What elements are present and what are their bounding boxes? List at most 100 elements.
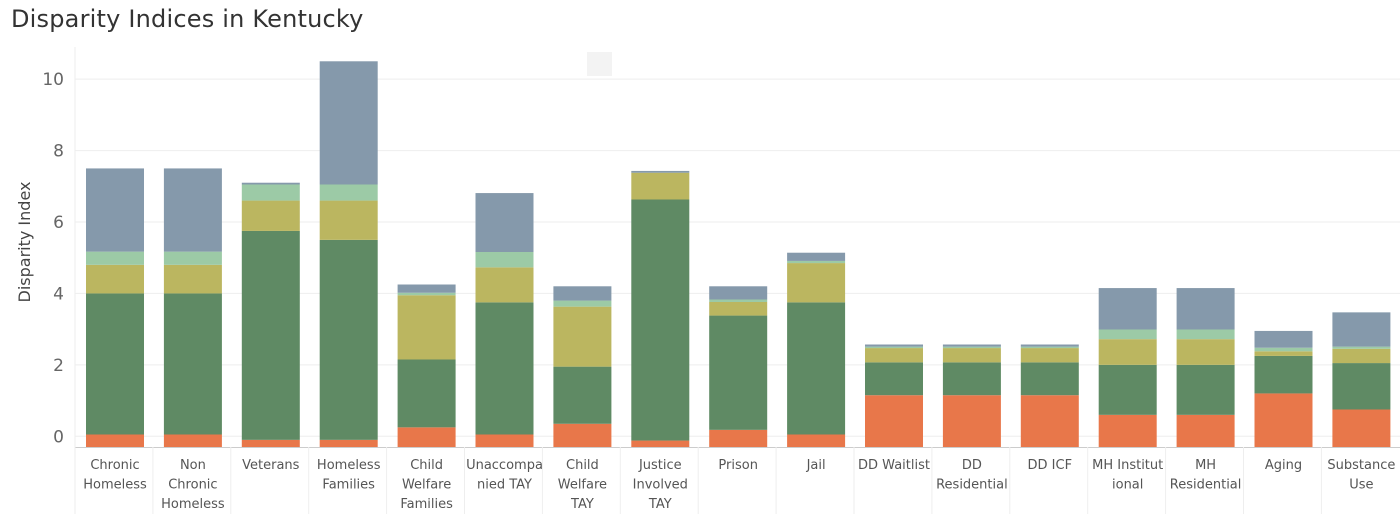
bar-segment[interactable] [1176, 414, 1235, 447]
bar-segment[interactable] [553, 286, 612, 301]
x-category-label: Non [180, 458, 206, 473]
bar-segment[interactable] [1254, 351, 1313, 356]
bar-segment[interactable] [1176, 329, 1235, 340]
bar-segment[interactable] [1176, 288, 1235, 330]
bar-segment[interactable] [865, 344, 923, 347]
bar-segment[interactable] [86, 293, 144, 435]
bar-segment[interactable] [1098, 288, 1157, 330]
bar-segment[interactable] [241, 182, 300, 185]
bar-segment[interactable] [319, 439, 378, 447]
bar-segment[interactable] [475, 252, 534, 268]
bar-segment[interactable] [1098, 414, 1157, 447]
bar-segment[interactable] [241, 184, 300, 201]
bar-segment[interactable] [1332, 363, 1391, 410]
bar-segment[interactable] [475, 434, 534, 448]
bar-segment[interactable] [319, 200, 378, 240]
bar-segment[interactable] [631, 172, 690, 200]
bar-segment[interactable] [1020, 395, 1079, 447]
bars [86, 61, 1391, 448]
bar-segment[interactable] [1020, 348, 1079, 363]
bar-segment[interactable] [1254, 355, 1313, 394]
bar-segment[interactable] [631, 440, 690, 447]
bar-segment[interactable] [631, 199, 690, 441]
y-tick-label: 10 [42, 70, 64, 90]
bar-segment[interactable] [709, 315, 768, 430]
bar-segment[interactable] [865, 346, 923, 349]
bar-segment[interactable] [397, 292, 456, 296]
bar-segment[interactable] [942, 395, 1001, 447]
bar-segment[interactable] [709, 302, 768, 316]
bar-segment[interactable] [1020, 362, 1079, 396]
x-category-label: DD Waitlist [858, 458, 930, 473]
bar-segment[interactable] [163, 264, 222, 294]
x-category-label: Use [1349, 478, 1373, 493]
bar-segment[interactable] [1254, 330, 1313, 348]
bar-segment[interactable] [1254, 347, 1313, 352]
bar-segment[interactable] [319, 61, 378, 185]
x-category-label: Aging [1265, 458, 1302, 473]
bar-segment[interactable] [86, 434, 144, 448]
bar-segment[interactable] [397, 427, 456, 447]
bar-segment[interactable] [787, 434, 846, 448]
bar-segment[interactable] [1020, 344, 1079, 347]
bar-segment[interactable] [475, 193, 534, 252]
bar-segment[interactable] [1332, 348, 1391, 364]
bar-segment[interactable] [553, 306, 612, 367]
x-category-label: MH Institut [1092, 458, 1163, 473]
bar-segment[interactable] [1176, 339, 1235, 365]
bar-segment[interactable] [942, 348, 1001, 363]
bar-segment[interactable] [865, 362, 923, 396]
bar-segment[interactable] [787, 252, 846, 261]
bar-segment[interactable] [86, 264, 144, 294]
x-category-label: Homeless [317, 458, 381, 473]
y-tick-label: 0 [53, 427, 64, 447]
bar-segment[interactable] [553, 423, 612, 447]
bar-segment[interactable] [1332, 409, 1391, 448]
bar-segment[interactable] [319, 184, 378, 201]
bar-segment[interactable] [241, 439, 300, 447]
bar-segment[interactable] [163, 251, 222, 265]
x-category-label: Families [322, 478, 375, 493]
bar-segment[interactable] [397, 295, 456, 360]
legend-placeholder [587, 52, 612, 76]
bar-segment[interactable] [787, 260, 846, 264]
bar-segment[interactable] [1020, 346, 1079, 349]
bar-segment[interactable] [709, 429, 768, 447]
bar-segment[interactable] [1254, 393, 1313, 447]
bar-segment[interactable] [163, 293, 222, 435]
bar-segment[interactable] [1332, 346, 1391, 349]
bar-segment[interactable] [319, 239, 378, 440]
bar-segment[interactable] [631, 170, 690, 173]
x-category-label: Welfare [402, 478, 451, 493]
bar-segment[interactable] [397, 359, 456, 428]
bar-segment[interactable] [1176, 364, 1235, 415]
bar-segment[interactable] [1098, 339, 1157, 365]
bar-segment[interactable] [241, 230, 300, 440]
bar-segment[interactable] [865, 348, 923, 363]
bar-segment[interactable] [787, 302, 846, 435]
bar-segment[interactable] [787, 263, 846, 303]
bar-segment[interactable] [475, 302, 534, 435]
bar-segment[interactable] [1098, 364, 1157, 415]
bar-segment[interactable] [163, 168, 222, 252]
bar-segment[interactable] [86, 251, 144, 265]
bar-segment[interactable] [397, 284, 456, 293]
bar-segment[interactable] [709, 286, 768, 300]
bar-segment[interactable] [865, 395, 923, 447]
bar-segment[interactable] [241, 200, 300, 231]
bar-segment[interactable] [163, 434, 222, 448]
bar-segment[interactable] [475, 267, 534, 303]
bar-segment[interactable] [1332, 312, 1391, 347]
bar-segment[interactable] [709, 299, 768, 303]
x-category-label: Child [410, 458, 443, 473]
bar-segment[interactable] [553, 300, 612, 307]
bar-segment[interactable] [1098, 329, 1157, 340]
bar-segment[interactable] [86, 168, 144, 252]
bar-segment[interactable] [942, 346, 1001, 349]
x-axis-category-labels: Chronic Homeless Non Chronic Homeless Veteran… [83, 458, 1395, 512]
bar-segment[interactable] [942, 344, 1001, 347]
bar-segment[interactable] [553, 366, 612, 424]
bar-segment[interactable] [942, 362, 1001, 396]
x-category-label: Veterans [242, 458, 300, 473]
y-axis-title: Disparity Index [15, 182, 34, 303]
